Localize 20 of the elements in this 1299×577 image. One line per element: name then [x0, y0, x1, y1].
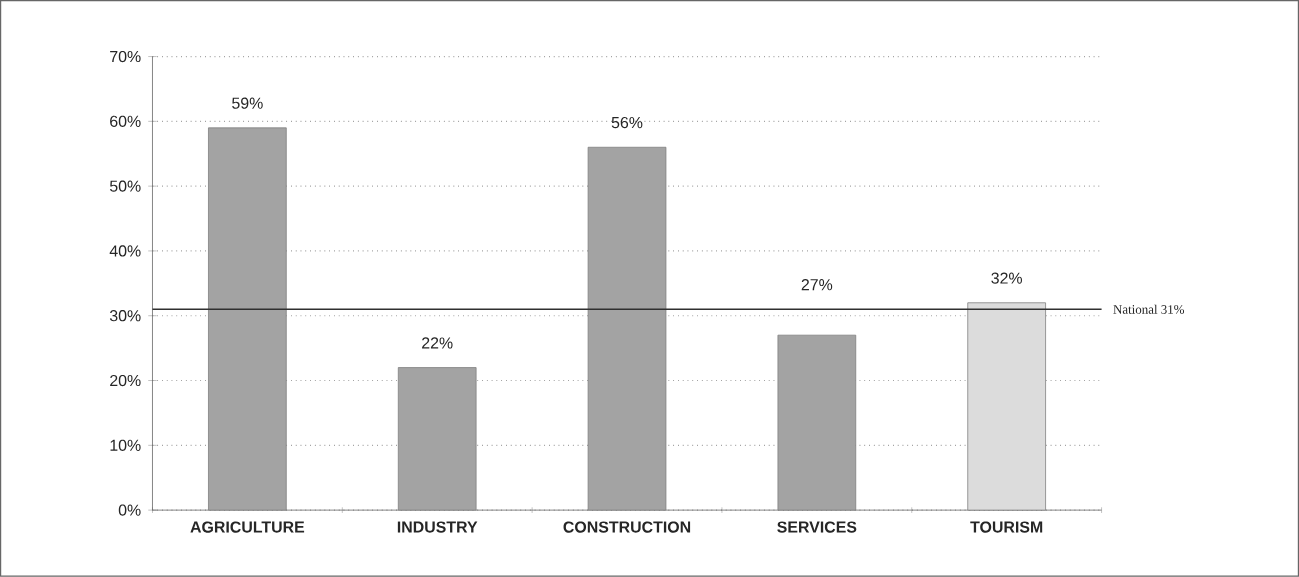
x-tick-label: INDUSTRY [397, 521, 478, 533]
y-tick-label: 10% [110, 439, 141, 452]
x-tick-label: SERVICES [777, 521, 857, 533]
ref-line-label: National 31% [1113, 304, 1185, 314]
y-tick-label: 20% [110, 375, 141, 387]
y-tick-label: 30% [109, 310, 141, 322]
y-tick-label: 0% [118, 504, 141, 516]
data-label: 56% [611, 117, 643, 129]
y-tick-label: 70% [110, 51, 141, 63]
y-tick-label: 40% [109, 245, 141, 257]
data-label: 22% [422, 337, 453, 349]
data-label: 27% [801, 279, 833, 291]
x-tick-label: AGRICULTURE [190, 521, 305, 533]
bar [777, 334, 857, 511]
data-label: 32% [991, 272, 1023, 284]
y-tick-label: 60% [110, 115, 141, 128]
x-tick-label: TOURISM [970, 521, 1043, 533]
x-tick-label: CONSTRUCTION [563, 521, 691, 533]
y-tick-label: 50% [109, 180, 141, 192]
data-label: 59% [232, 97, 263, 109]
